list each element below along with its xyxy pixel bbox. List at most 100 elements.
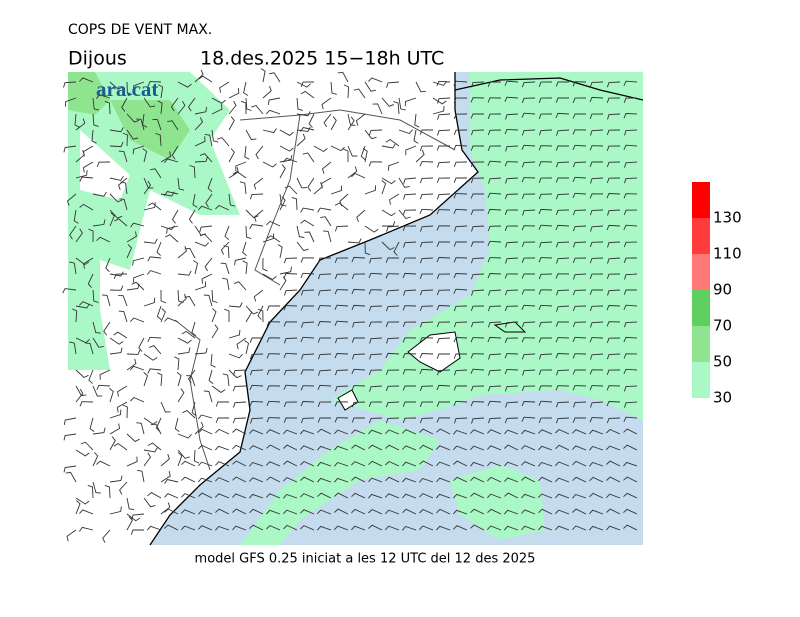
legend-label: 50 (713, 353, 732, 371)
wind-barb (388, 161, 400, 171)
wind-barb (228, 193, 236, 207)
wind-barb (368, 444, 383, 451)
wind-barb (233, 369, 247, 376)
wind-barb (240, 100, 247, 115)
wind-barb (318, 289, 332, 296)
wind-barb (470, 113, 485, 119)
wind-barb (228, 148, 235, 163)
wind-barb (453, 460, 468, 467)
wind-barb (184, 296, 196, 307)
wind-barb (554, 477, 570, 483)
wind-barb (101, 294, 111, 307)
wind-barb (521, 257, 536, 263)
wind-barb (419, 129, 433, 135)
wind-barb (75, 257, 90, 266)
wind-barb (133, 81, 145, 91)
wind-barb (393, 101, 400, 115)
wind-barb (249, 193, 264, 200)
wind-barb (606, 81, 621, 88)
wind-barb (142, 148, 148, 163)
wind-barb (555, 493, 570, 499)
wind-barb (487, 508, 502, 515)
wind-barb (402, 369, 417, 375)
legend-band (692, 254, 710, 290)
wind-barb (109, 285, 124, 291)
wind-barb (488, 353, 502, 360)
wind-barb (251, 104, 264, 115)
wind-barb (453, 476, 468, 483)
wind-barb (300, 90, 315, 99)
wind-barb (304, 231, 315, 243)
wind-barb (137, 469, 145, 483)
wind-barb (470, 429, 485, 435)
wind-barb (143, 97, 156, 108)
wind-barb (419, 161, 434, 167)
wind-barb (232, 385, 247, 392)
wind-barb (109, 193, 123, 203)
wind-barb (436, 477, 451, 483)
wind-barb (177, 177, 185, 191)
wind-barb (63, 433, 77, 441)
wind-barb (296, 177, 307, 189)
wind-barb (364, 81, 376, 92)
wind-barb (323, 113, 332, 128)
wind-barb (279, 193, 287, 207)
wind-barb (402, 337, 417, 343)
wind-barb (402, 401, 416, 407)
wind-barb (177, 270, 192, 276)
wind-barb (176, 372, 182, 387)
wind-barb (249, 337, 263, 343)
wind-barb (119, 481, 128, 495)
wind-barb (413, 129, 419, 144)
wind-barb (347, 145, 358, 157)
wind-barb (266, 476, 281, 483)
wind-barb (347, 238, 362, 244)
wind-barb (143, 238, 158, 244)
wind-barb (266, 493, 281, 499)
wind-barb (470, 177, 485, 184)
wind-barb (504, 444, 519, 451)
wind-barb (143, 202, 156, 211)
wind-barb (74, 113, 80, 128)
wind-barb (436, 525, 451, 531)
wind-barb (296, 111, 311, 117)
wind-barb (334, 429, 349, 435)
wind-barb (109, 347, 123, 355)
wind-barb (156, 305, 162, 320)
wind-barb (436, 289, 451, 296)
wind-barb (152, 118, 162, 131)
wind-barb (334, 369, 349, 376)
wind-barb (487, 445, 502, 451)
wind-barb (146, 525, 162, 531)
wind-barb (432, 97, 447, 105)
wind-barb (147, 336, 162, 342)
wind-barb (589, 96, 604, 103)
wind-barb (334, 202, 349, 211)
wind-barb (194, 117, 204, 131)
wind-barb (470, 241, 484, 247)
wind-barb (316, 509, 332, 515)
wind-barb (323, 230, 332, 243)
wind-barb (266, 429, 281, 435)
wind-barb (75, 149, 85, 163)
wind-barb (317, 353, 332, 360)
wind-barb (351, 461, 366, 467)
wind-barb (321, 161, 332, 174)
wind-barb (131, 513, 145, 521)
wind-barb (330, 116, 337, 131)
wind-barb (436, 353, 450, 359)
wind-barb (624, 129, 638, 136)
wind-barb (126, 129, 139, 140)
wind-barb (109, 337, 124, 345)
wind-barb (436, 417, 451, 423)
wind-barb (538, 289, 553, 295)
wind-barb (403, 177, 417, 184)
wind-barb (118, 177, 128, 190)
wind-barb (453, 429, 468, 435)
wind-barb (556, 257, 570, 264)
wind-barb (80, 441, 94, 451)
wind-barb (164, 493, 179, 499)
wind-barb (79, 526, 94, 532)
wind-barb (232, 508, 247, 515)
wind-barb (317, 384, 332, 390)
